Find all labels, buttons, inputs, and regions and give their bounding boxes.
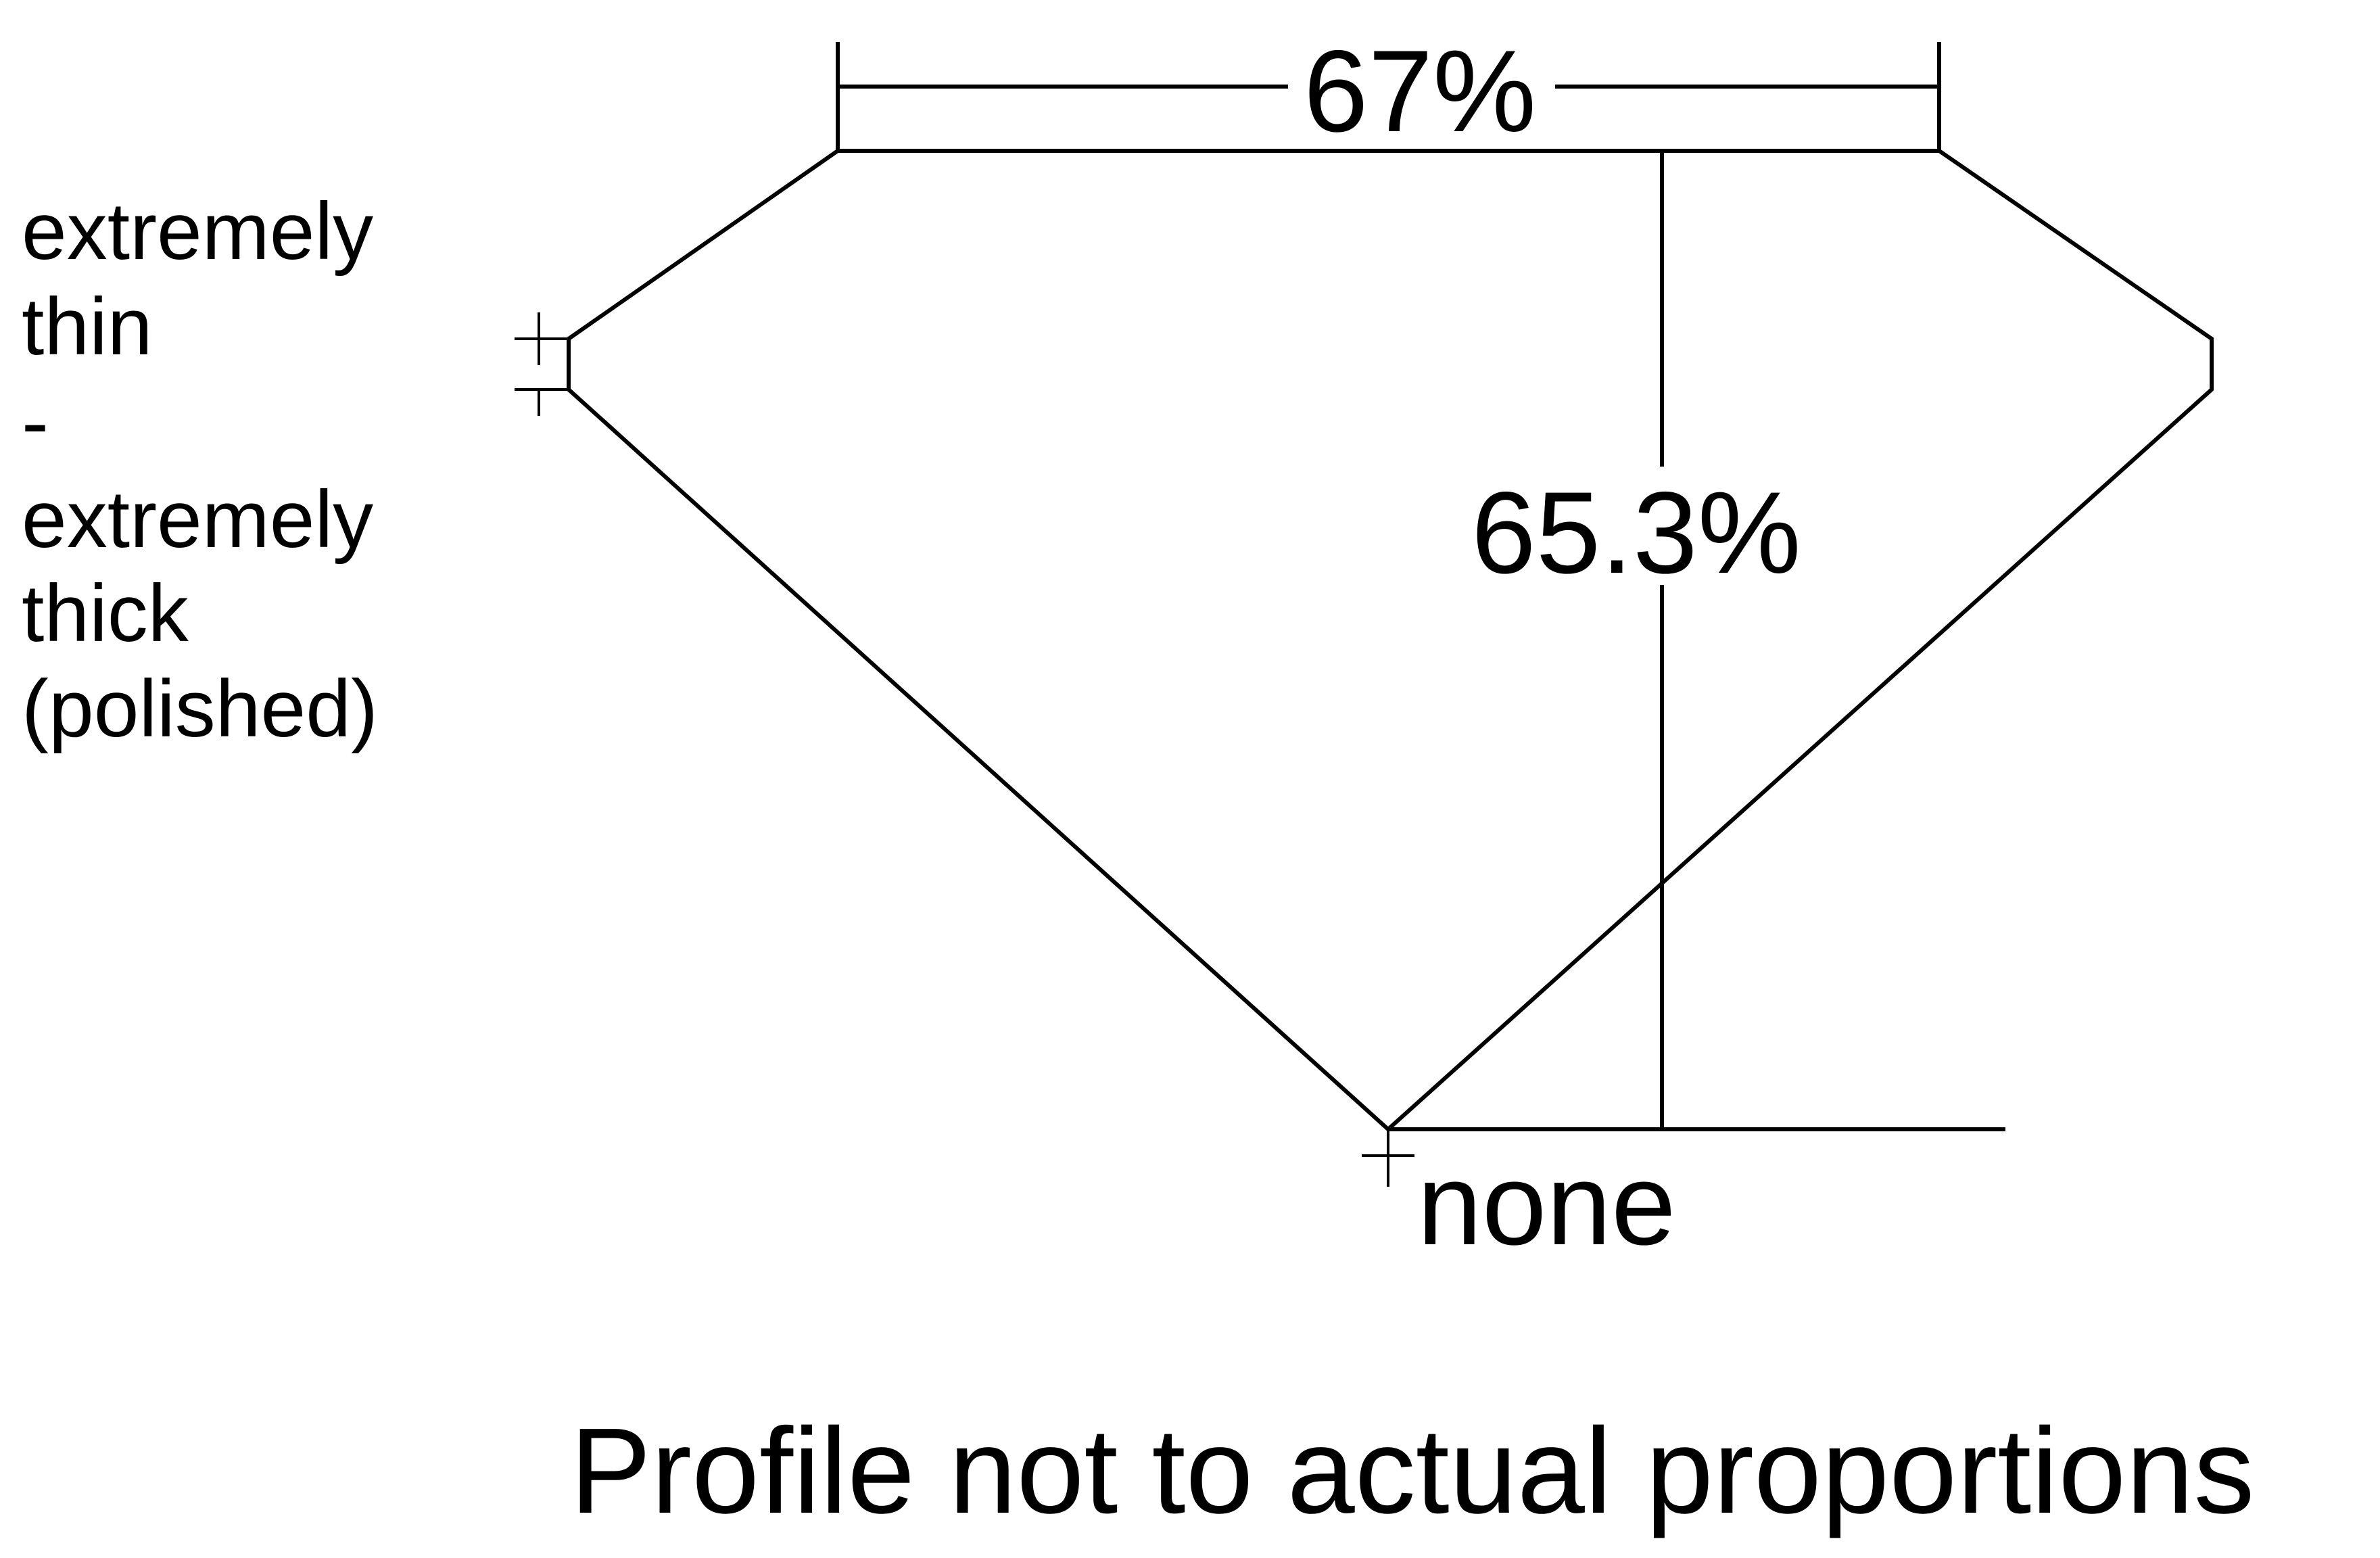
girdle-label-line: (polished)	[22, 663, 378, 754]
table-dimension: 67%	[836, 26, 1941, 156]
girdle-label-line: -	[22, 377, 49, 467]
footnote: Profile not to actual proportions	[570, 1403, 2254, 1539]
girdle-markers	[515, 312, 569, 416]
diamond-outline	[567, 149, 2214, 1133]
depth-dimension: 65.3%	[1388, 151, 2005, 1131]
culet-label: none	[1417, 1139, 1676, 1269]
culet-marker	[1362, 1129, 1414, 1187]
girdle-label-line: extremely	[22, 474, 373, 565]
girdle-label: extremely thin - extremely thick (polish…	[22, 186, 378, 754]
girdle-label-line: thick	[22, 568, 189, 659]
girdle-label-line: extremely	[22, 186, 373, 277]
girdle-label-line: thin	[22, 281, 152, 372]
table-percentage-label: 67%	[1304, 26, 1536, 156]
depth-percentage-label: 65.3%	[1471, 468, 1801, 598]
